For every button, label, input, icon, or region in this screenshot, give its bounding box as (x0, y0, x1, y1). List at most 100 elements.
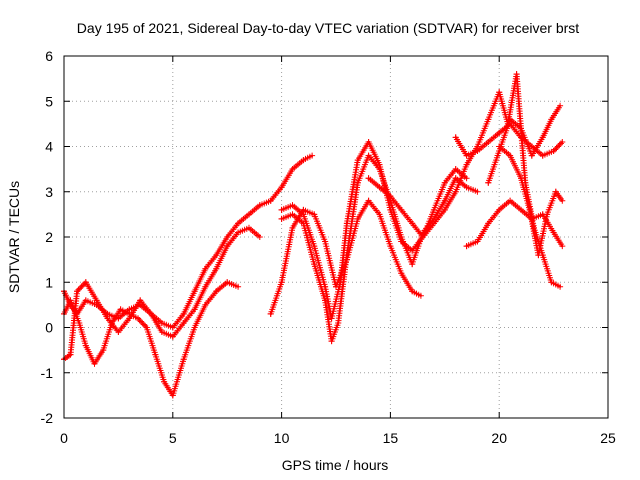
data-point (496, 129, 503, 136)
data-point (513, 71, 520, 78)
data-point (559, 197, 566, 204)
data-point (518, 175, 524, 182)
data-point (387, 193, 394, 200)
data-point (463, 243, 470, 250)
data-point (557, 283, 564, 290)
data-point (278, 279, 285, 286)
data-point (343, 220, 350, 227)
data-point (267, 310, 274, 317)
data-point (518, 206, 524, 213)
data-point (267, 197, 274, 204)
data-point (135, 315, 141, 322)
data-point (191, 288, 198, 295)
data-point (365, 197, 372, 204)
data-point (441, 197, 448, 204)
series-track (496, 143, 566, 259)
data-point (452, 188, 459, 195)
data-point (82, 342, 89, 349)
series-track (278, 152, 481, 345)
data-point (143, 324, 150, 331)
series-track (267, 197, 424, 317)
data-point (202, 301, 209, 308)
data-point (376, 161, 383, 168)
data-point (376, 184, 383, 191)
y-tick-label: 2 (45, 229, 53, 245)
data-point (496, 206, 503, 213)
data-point (152, 351, 159, 358)
data-point (180, 310, 187, 317)
data-point (557, 102, 564, 109)
series-track (278, 139, 470, 322)
data-point (137, 297, 144, 304)
series-line (280, 154, 479, 343)
data-point (278, 184, 285, 191)
data-point (550, 148, 557, 154)
data-point (180, 320, 187, 326)
data-point (335, 320, 342, 326)
data-point (496, 143, 503, 150)
data-point (452, 166, 459, 173)
y-tick-label: 6 (45, 48, 53, 64)
data-point (398, 238, 405, 245)
series-track (61, 224, 263, 363)
data-point (463, 175, 470, 182)
data-point (518, 125, 524, 132)
series-plus-markers (278, 139, 468, 322)
data-point (452, 134, 459, 141)
data-point (539, 152, 546, 159)
data-point (235, 220, 242, 227)
data-point (409, 220, 416, 227)
axis-ticks: 0 5 10 15 20 25 -2 -1 0 1 2 3 4 5 6 (41, 48, 616, 446)
data-point (278, 215, 285, 222)
data-point (559, 243, 566, 250)
data-point (463, 152, 470, 159)
data-point (485, 116, 492, 123)
data-point (474, 188, 481, 195)
data-point (322, 283, 329, 290)
data-point (365, 175, 372, 182)
x-tick-label: 10 (274, 430, 290, 446)
series-plus-markers (61, 224, 261, 363)
data-point (191, 306, 198, 313)
data-point (544, 211, 551, 218)
data-point (67, 351, 74, 358)
data-point (430, 206, 437, 213)
data-point (535, 252, 542, 259)
data-point (552, 188, 559, 195)
data-point (496, 89, 503, 96)
data-point (398, 270, 405, 277)
data-point (93, 297, 100, 304)
data-point (224, 243, 231, 250)
data-point (235, 229, 242, 236)
data-point (354, 179, 361, 186)
data-point (441, 206, 448, 213)
data-point (213, 252, 220, 259)
data-point (115, 329, 122, 335)
data-point (387, 206, 394, 213)
x-tick-label: 20 (491, 430, 507, 446)
data-point (91, 360, 98, 367)
chart-title: Day 195 of 2021, Sidereal Day-to-day VTE… (77, 20, 579, 36)
y-tick-label: -2 (41, 410, 54, 426)
series-plus-markers (61, 279, 239, 399)
y-tick-label: 4 (45, 139, 53, 155)
data-point (300, 157, 307, 164)
data-point (311, 211, 318, 218)
data-point (463, 184, 470, 191)
data-point (213, 288, 220, 295)
data-point (126, 315, 133, 322)
data-point (148, 310, 154, 317)
series-track (61, 279, 242, 399)
data-point (507, 152, 514, 159)
data-point (474, 238, 481, 245)
data-point (235, 283, 242, 290)
data-point (328, 315, 335, 322)
data-point (309, 152, 316, 159)
data-point (387, 243, 394, 250)
data-point (507, 197, 514, 204)
data-point (365, 152, 372, 159)
data-point (117, 306, 124, 313)
data-point (82, 279, 89, 286)
data-point (115, 315, 122, 322)
